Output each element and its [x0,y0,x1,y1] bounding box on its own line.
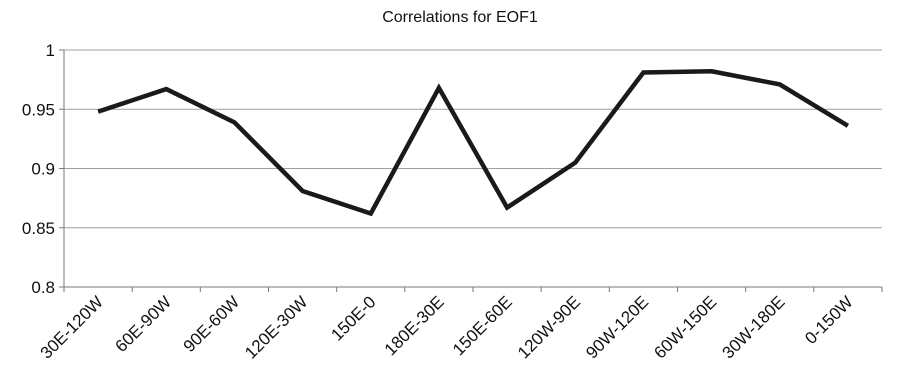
series-line [97,69,850,217]
x-tick-label: 180E-30E [381,292,448,359]
y-tick-label: 1 [46,41,55,60]
x-tick-label: 120W-90E [514,292,584,362]
chart-title: Correlations for EOF1 [382,9,538,26]
x-tick-label: 150E-0 [327,292,379,344]
x-tick-label: 0-150W [801,292,857,348]
gridlines [64,49,882,229]
axes [59,49,883,292]
y-tick-label: 0.8 [31,278,55,297]
y-tick-label: 0.9 [31,160,55,179]
x-tick-label: 30W-180E [719,292,789,362]
y-tick-label: 0.95 [22,100,55,119]
y-tick-labels: 0.8 0.85 0.9 0.95 1 [22,41,55,297]
y-tick-label: 0.85 [22,219,55,238]
x-tick-label: 90W-120E [582,292,652,362]
x-tick-label: 60W-150E [650,292,720,362]
x-tick-label: 30E-120W [37,292,107,362]
x-tick-label: 120E-30W [241,292,311,362]
x-tick-label: 150E-60E [449,292,516,359]
series-layer [97,69,850,217]
x-tick-label: 60E-90W [112,292,176,356]
x-tick-label: 90E-60W [180,292,244,356]
